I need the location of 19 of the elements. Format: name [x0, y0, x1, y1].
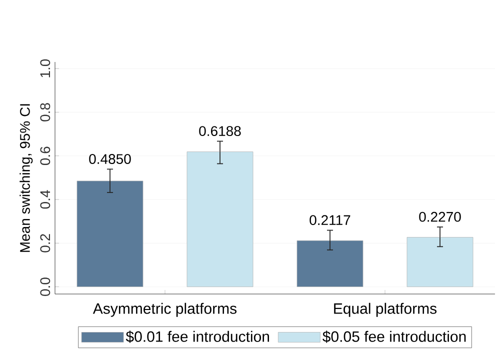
- y-tick-label: 0.6: [40, 146, 50, 166]
- y-axis-title: Mean switching, 95% CI: [20, 104, 33, 252]
- bar: [186, 152, 254, 287]
- data-label: 0.2270: [419, 212, 461, 222]
- legend-label: $0.01 fee introduction: [126, 330, 270, 343]
- x-tick-label: Equal platforms: [334, 302, 437, 317]
- legend-label: $0.05 fee introduction: [322, 330, 466, 343]
- data-label: 0.4850: [89, 154, 131, 164]
- bar: [406, 237, 474, 287]
- data-label: 0.2117: [310, 215, 350, 226]
- bar: [76, 180, 144, 287]
- y-tick-label: 0.2: [40, 234, 50, 252]
- data-label: 0.6188: [199, 126, 241, 136]
- y-tick-label: 0.4: [40, 190, 50, 209]
- bar: [296, 240, 364, 287]
- y-tick-label: 0.0: [40, 278, 50, 296]
- y-tick-label: 1.0: [40, 59, 50, 78]
- y-tick-label: 0.8: [40, 103, 50, 122]
- x-tick-label: Asymmetric platforms: [92, 302, 237, 317]
